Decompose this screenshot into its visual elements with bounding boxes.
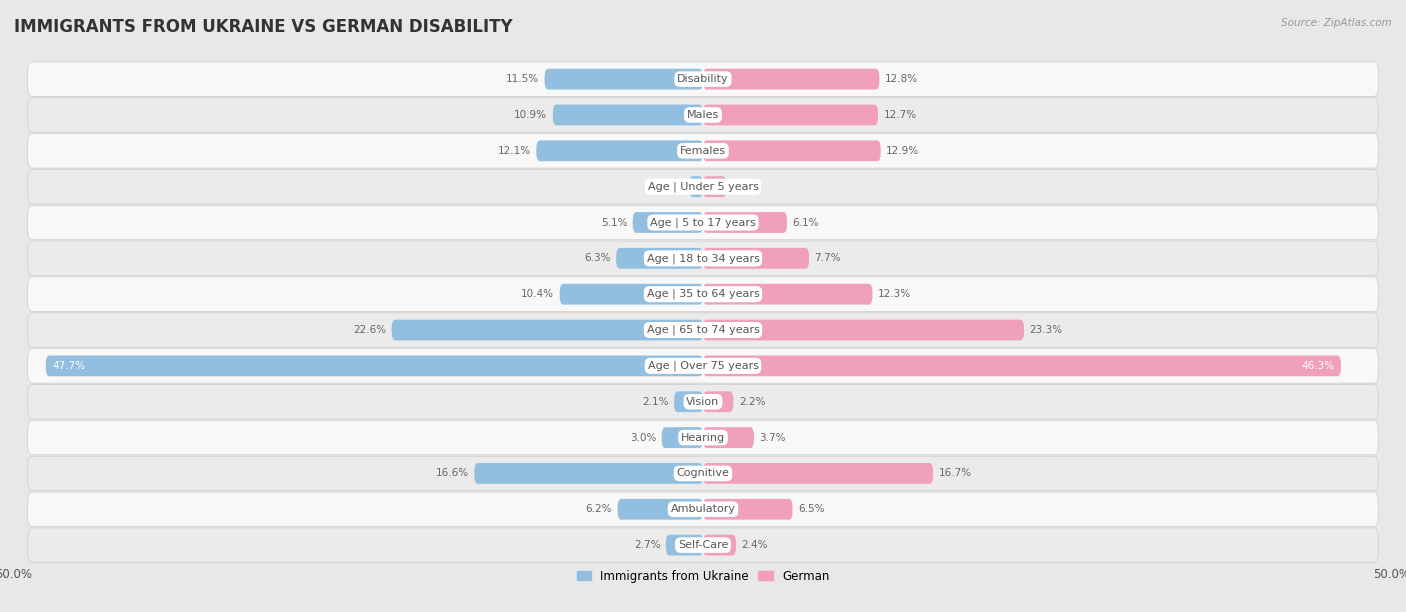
Text: 12.9%: 12.9%	[886, 146, 920, 156]
Text: Males: Males	[688, 110, 718, 120]
FancyBboxPatch shape	[703, 176, 727, 197]
FancyBboxPatch shape	[560, 284, 703, 305]
Text: Age | 65 to 74 years: Age | 65 to 74 years	[647, 325, 759, 335]
Text: 16.7%: 16.7%	[939, 468, 972, 479]
Text: 23.3%: 23.3%	[1029, 325, 1063, 335]
Text: 12.1%: 12.1%	[498, 146, 531, 156]
Text: 3.7%: 3.7%	[759, 433, 786, 442]
Text: 1.7%: 1.7%	[733, 182, 758, 192]
Text: 16.6%: 16.6%	[436, 468, 468, 479]
Text: Age | Over 75 years: Age | Over 75 years	[648, 360, 758, 371]
FancyBboxPatch shape	[703, 499, 793, 520]
Text: 2.2%: 2.2%	[738, 397, 765, 407]
FancyBboxPatch shape	[673, 391, 703, 412]
FancyBboxPatch shape	[28, 528, 1378, 562]
FancyBboxPatch shape	[616, 248, 703, 269]
Text: 6.2%: 6.2%	[585, 504, 612, 514]
FancyBboxPatch shape	[28, 98, 1378, 132]
Text: Ambulatory: Ambulatory	[671, 504, 735, 514]
Text: Source: ZipAtlas.com: Source: ZipAtlas.com	[1281, 18, 1392, 28]
FancyBboxPatch shape	[28, 241, 1378, 275]
Text: Vision: Vision	[686, 397, 720, 407]
Text: 12.7%: 12.7%	[883, 110, 917, 120]
Text: Disability: Disability	[678, 74, 728, 84]
Text: Age | 35 to 64 years: Age | 35 to 64 years	[647, 289, 759, 299]
FancyBboxPatch shape	[46, 356, 703, 376]
Text: 2.4%: 2.4%	[741, 540, 768, 550]
FancyBboxPatch shape	[28, 313, 1378, 347]
FancyBboxPatch shape	[28, 384, 1378, 419]
FancyBboxPatch shape	[703, 319, 1024, 340]
FancyBboxPatch shape	[703, 105, 877, 125]
FancyBboxPatch shape	[703, 140, 880, 161]
FancyBboxPatch shape	[28, 349, 1378, 383]
Text: IMMIGRANTS FROM UKRAINE VS GERMAN DISABILITY: IMMIGRANTS FROM UKRAINE VS GERMAN DISABI…	[14, 18, 513, 36]
FancyBboxPatch shape	[633, 212, 703, 233]
FancyBboxPatch shape	[28, 492, 1378, 526]
Text: 47.7%: 47.7%	[52, 361, 86, 371]
Text: 6.5%: 6.5%	[799, 504, 824, 514]
FancyBboxPatch shape	[703, 248, 808, 269]
FancyBboxPatch shape	[617, 499, 703, 520]
Text: 10.9%: 10.9%	[515, 110, 547, 120]
Text: 6.1%: 6.1%	[793, 217, 820, 228]
FancyBboxPatch shape	[28, 170, 1378, 204]
Text: Age | 18 to 34 years: Age | 18 to 34 years	[647, 253, 759, 264]
Text: Age | 5 to 17 years: Age | 5 to 17 years	[650, 217, 756, 228]
Text: 6.3%: 6.3%	[583, 253, 610, 263]
Text: 5.1%: 5.1%	[600, 217, 627, 228]
FancyBboxPatch shape	[392, 319, 703, 340]
Text: 2.7%: 2.7%	[634, 540, 661, 550]
FancyBboxPatch shape	[666, 535, 703, 556]
FancyBboxPatch shape	[703, 391, 734, 412]
FancyBboxPatch shape	[474, 463, 703, 484]
FancyBboxPatch shape	[544, 69, 703, 89]
Text: 11.5%: 11.5%	[506, 74, 538, 84]
FancyBboxPatch shape	[28, 456, 1378, 491]
Legend: Immigrants from Ukraine, German: Immigrants from Ukraine, German	[572, 565, 834, 588]
FancyBboxPatch shape	[703, 463, 934, 484]
FancyBboxPatch shape	[703, 427, 754, 448]
FancyBboxPatch shape	[662, 427, 703, 448]
Text: Hearing: Hearing	[681, 433, 725, 442]
Text: 2.1%: 2.1%	[643, 397, 669, 407]
FancyBboxPatch shape	[28, 205, 1378, 240]
FancyBboxPatch shape	[28, 277, 1378, 312]
FancyBboxPatch shape	[553, 105, 703, 125]
Text: 10.4%: 10.4%	[522, 289, 554, 299]
Text: Females: Females	[681, 146, 725, 156]
FancyBboxPatch shape	[703, 356, 1341, 376]
Text: Cognitive: Cognitive	[676, 468, 730, 479]
Text: 46.3%: 46.3%	[1301, 361, 1334, 371]
FancyBboxPatch shape	[689, 176, 703, 197]
Text: 22.6%: 22.6%	[353, 325, 387, 335]
Text: 7.7%: 7.7%	[814, 253, 841, 263]
FancyBboxPatch shape	[703, 69, 879, 89]
FancyBboxPatch shape	[703, 535, 737, 556]
Text: Self-Care: Self-Care	[678, 540, 728, 550]
FancyBboxPatch shape	[703, 212, 787, 233]
FancyBboxPatch shape	[536, 140, 703, 161]
Text: 12.3%: 12.3%	[877, 289, 911, 299]
Text: 12.8%: 12.8%	[884, 74, 918, 84]
FancyBboxPatch shape	[28, 420, 1378, 455]
Text: Age | Under 5 years: Age | Under 5 years	[648, 181, 758, 192]
FancyBboxPatch shape	[28, 62, 1378, 96]
Text: 1.0%: 1.0%	[658, 182, 683, 192]
FancyBboxPatch shape	[28, 133, 1378, 168]
FancyBboxPatch shape	[703, 284, 873, 305]
Text: 3.0%: 3.0%	[630, 433, 657, 442]
